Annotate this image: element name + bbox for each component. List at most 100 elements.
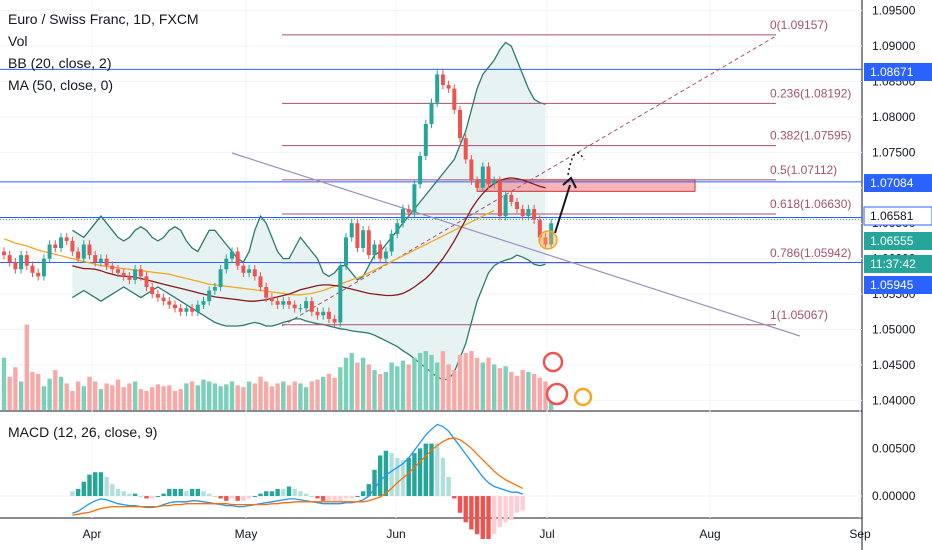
candle-body	[264, 286, 269, 298]
candle-body	[127, 276, 132, 280]
candle-body	[36, 272, 41, 277]
macd-tick-label: 0.00500	[872, 441, 916, 455]
macd-histogram-bar	[440, 457, 446, 497]
time-tick-label: Aug	[699, 527, 720, 541]
volume-bar	[121, 387, 126, 410]
macd-histogram-bar	[184, 491, 189, 497]
candle-body	[326, 311, 331, 319]
volume-bar	[343, 357, 349, 410]
fib-level-label: 0.786(1.05942)	[770, 246, 851, 260]
candle-body	[486, 166, 491, 185]
candle-body	[269, 297, 274, 302]
macd-histogram-bar	[161, 493, 166, 497]
candle-body	[98, 258, 103, 263]
legend-vol[interactable]: Vol	[8, 33, 28, 49]
macd-histogram-bar	[121, 491, 126, 497]
volume-bar	[70, 391, 75, 410]
candle-body	[344, 237, 348, 266]
macd-histogram-bar	[492, 496, 497, 535]
legend-ma[interactable]: MA (50, close, 0)	[8, 77, 114, 93]
candle-body	[47, 244, 52, 259]
price-tick-label: 1.09000	[872, 39, 916, 53]
volume-bar	[486, 357, 491, 410]
candle-body	[235, 251, 240, 266]
candle-body	[287, 301, 291, 305]
candle-body	[492, 180, 497, 185]
ema-line	[72, 177, 546, 302]
volume-bar	[258, 376, 263, 410]
macd-histogram-bar	[292, 488, 297, 497]
candle-body	[59, 237, 63, 249]
candle-body	[7, 255, 12, 263]
volume-bar	[195, 385, 200, 410]
candle-body	[526, 209, 531, 217]
volume-bar	[53, 370, 58, 410]
volume-bar	[229, 381, 235, 410]
volume-bar	[503, 366, 508, 410]
macd-histogram-bar	[309, 496, 314, 498]
macd-tick-label: 0.00000	[872, 489, 916, 503]
macd-histogram-bar	[435, 443, 440, 497]
macd-histogram-bar	[315, 496, 320, 499]
fib-level-label: 1(1.05067)	[770, 308, 828, 322]
candle-body	[395, 223, 400, 234]
candle-body	[155, 294, 160, 298]
volume-bar	[315, 379, 320, 410]
macd-histogram-bar	[366, 484, 371, 497]
event-marker	[542, 351, 564, 373]
volume-bar	[275, 383, 280, 410]
macd-histogram-bar	[406, 457, 411, 497]
volume-bar	[30, 372, 35, 410]
macd-histogram-bar	[395, 457, 400, 497]
volume-bar	[184, 383, 189, 410]
candle-body	[190, 308, 195, 312]
macd-histogram-bar	[138, 496, 143, 498]
macd-histogram-bar	[246, 496, 252, 499]
macd-histogram-bar	[150, 496, 155, 499]
candle-body	[429, 102, 434, 125]
volume-bar	[355, 362, 360, 410]
volume-bar	[452, 370, 457, 410]
candle-body	[549, 223, 554, 245]
macd-histogram-bar	[224, 496, 229, 501]
volume-bar	[332, 377, 337, 410]
volume-bar	[303, 387, 309, 410]
volume-bar	[64, 383, 69, 410]
volume-bar	[440, 351, 446, 410]
candle-body	[446, 85, 451, 89]
candle-body	[532, 209, 537, 220]
volume-bar	[537, 377, 542, 410]
chart-title[interactable]: Euro / Swiss Franc, 1D, FXCM	[8, 11, 199, 27]
candle-body	[76, 251, 81, 259]
candle-body	[401, 209, 405, 224]
candle-body	[338, 265, 343, 323]
macd-histogram-bar	[412, 453, 417, 497]
macd-legend[interactable]: MACD (12, 26, close, 9)	[8, 424, 158, 440]
volume-bar	[207, 381, 212, 410]
candle-body	[292, 304, 297, 309]
legend-bb[interactable]: BB (20, close, 2)	[8, 55, 112, 71]
arrow-head	[562, 176, 577, 189]
candle-body	[144, 276, 149, 287]
candle-body	[178, 308, 183, 312]
macd-histogram-bar	[303, 493, 309, 497]
macd-histogram-bar	[229, 496, 235, 499]
volume-bar	[115, 379, 121, 410]
candle-body	[53, 244, 58, 249]
macd-histogram-bar	[286, 486, 292, 497]
macd-histogram-bar	[178, 488, 183, 497]
macd-signal-line	[72, 437, 523, 516]
macd-histogram-bar	[457, 496, 463, 513]
volume-bar	[150, 387, 155, 410]
candle-body	[458, 109, 462, 139]
macd-histogram-bar	[321, 496, 326, 501]
candle-body	[537, 219, 542, 238]
macd-histogram-bar	[132, 493, 138, 497]
volume-bar	[406, 364, 411, 410]
time-tick-label: May	[235, 527, 258, 541]
time-tick-label: Jun	[386, 527, 405, 541]
event-marker	[545, 382, 569, 406]
candle-body	[275, 301, 280, 305]
macd-histogram-bar	[269, 491, 275, 497]
volume-bar	[429, 354, 434, 410]
